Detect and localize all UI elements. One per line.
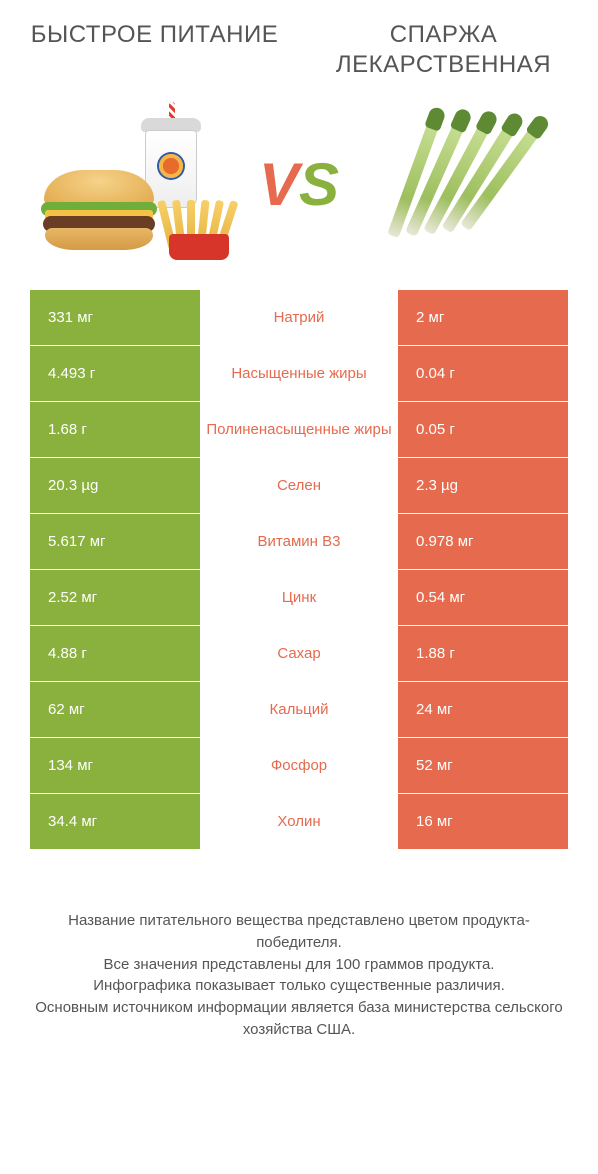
nutrient-label: Селен: [200, 458, 398, 513]
nutrient-label: Натрий: [200, 290, 398, 345]
value-left: 4.88 г: [30, 626, 200, 681]
table-row: 4.493 гНасыщенные жиры0.04 г: [30, 346, 568, 402]
image-asparagus: [349, 110, 568, 260]
table-row: 331 мгНатрий2 мг: [30, 290, 568, 346]
table-row: 2.52 мгЦинк0.54 мг: [30, 570, 568, 626]
value-right: 2 мг: [398, 290, 568, 345]
vs-v: V: [259, 151, 299, 218]
nutrient-label: Витамин B3: [200, 514, 398, 569]
table-row: 5.617 мгВитамин B30.978 мг: [30, 514, 568, 570]
value-right: 16 мг: [398, 794, 568, 849]
footer-line-3: Инфографика показывает только существенн…: [30, 975, 568, 997]
nutrient-label: Фосфор: [200, 738, 398, 793]
nutrient-label: Кальций: [200, 682, 398, 737]
table-row: 34.4 мгХолин16 мг: [30, 794, 568, 850]
nutrient-label: Холин: [200, 794, 398, 849]
footer-line-4: Основным источником информации является …: [30, 997, 568, 1041]
table-row: 20.3 µgСелен2.3 µg: [30, 458, 568, 514]
value-left: 1.68 г: [30, 402, 200, 457]
image-fastfood: [30, 110, 249, 260]
table-row: 1.68 гПолиненасыщенные жиры0.05 г: [30, 402, 568, 458]
title-right: Спаржа лекарственная: [299, 20, 588, 80]
value-left: 34.4 мг: [30, 794, 200, 849]
header: Быстрое питание Спаржа лекарственная: [0, 0, 598, 90]
value-left: 62 мг: [30, 682, 200, 737]
table-row: 4.88 гСахар1.88 г: [30, 626, 568, 682]
nutrient-label: Цинк: [200, 570, 398, 625]
vs-label: VS: [259, 155, 339, 215]
value-left: 20.3 µg: [30, 458, 200, 513]
nutrient-label: Сахар: [200, 626, 398, 681]
nutrient-label: Насыщенные жиры: [200, 346, 398, 401]
fries-icon: [159, 200, 239, 260]
value-right: 0.05 г: [398, 402, 568, 457]
value-right: 0.04 г: [398, 346, 568, 401]
value-right: 2.3 µg: [398, 458, 568, 513]
images-row: VS: [0, 90, 598, 290]
footer-line-1: Название питательного вещества представл…: [30, 910, 568, 954]
value-left: 134 мг: [30, 738, 200, 793]
table-row: 62 мгКальций24 мг: [30, 682, 568, 738]
value-left: 2.52 мг: [30, 570, 200, 625]
value-right: 52 мг: [398, 738, 568, 793]
nutrient-label: Полиненасыщенные жиры: [200, 402, 398, 457]
value-right: 1.88 г: [398, 626, 568, 681]
value-right: 0.978 мг: [398, 514, 568, 569]
footer-notes: Название питательного вещества представл…: [0, 850, 598, 1041]
value-left: 331 мг: [30, 290, 200, 345]
value-left: 5.617 мг: [30, 514, 200, 569]
value-left: 4.493 г: [30, 346, 200, 401]
footer-line-2: Все значения представлены для 100 граммо…: [30, 954, 568, 976]
value-right: 24 мг: [398, 682, 568, 737]
comparison-table: 331 мгНатрий2 мг4.493 гНасыщенные жиры0.…: [30, 290, 568, 850]
burger-icon: [39, 170, 159, 250]
table-row: 134 мгФосфор52 мг: [30, 738, 568, 794]
value-right: 0.54 мг: [398, 570, 568, 625]
asparagus-illustration: [369, 110, 549, 260]
fastfood-illustration: [39, 110, 239, 260]
vs-s: S: [299, 151, 339, 218]
title-left: Быстрое питание: [10, 20, 299, 80]
